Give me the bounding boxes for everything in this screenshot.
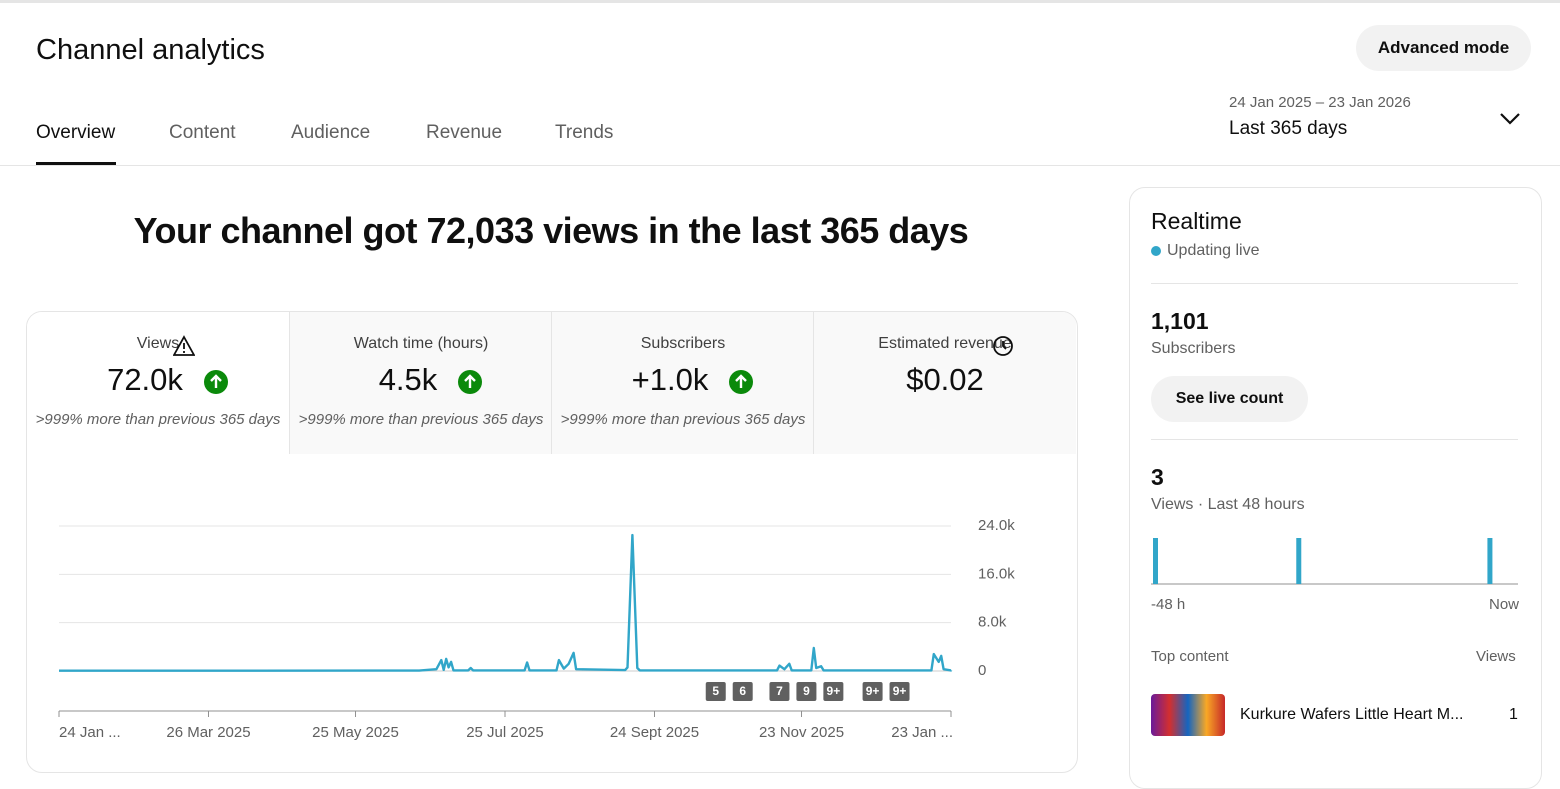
see-live-count-button[interactable]: See live count	[1151, 376, 1308, 422]
content-title[interactable]: Kurkure Wafers Little Heart M...	[1240, 706, 1464, 723]
top-border	[0, 0, 1560, 3]
up-icon	[729, 370, 753, 394]
annotation-label: 7	[776, 684, 783, 698]
top-content-label: Top content	[1151, 648, 1229, 665]
metric-card[interactable]: Watch time (hours) 4.5k >999% more than pr…	[289, 312, 552, 454]
metric-label: Estimated revenue	[878, 335, 1012, 352]
metric-note: >999% more than previous 365 days	[560, 411, 806, 428]
annotation-label: 9+	[827, 684, 841, 698]
tab[interactable]: Content	[169, 122, 236, 143]
x-tick-label: 25 Jul 2025	[466, 724, 544, 741]
x-tick-label: 23 Nov 2025	[759, 724, 844, 741]
annotation-marker	[705, 682, 726, 701]
realtime-title: Realtime	[1151, 208, 1242, 234]
metric-value: 4.5k	[378, 362, 438, 397]
clock-icon	[993, 336, 1013, 356]
end-label: Now	[1489, 596, 1519, 613]
annotation-label: 9+	[866, 684, 880, 698]
tab[interactable]: Overview	[36, 122, 116, 143]
realtime-bar	[1153, 538, 1158, 584]
realtime-chart: -48 h Now	[1151, 538, 1519, 613]
metric-value: 72.0k	[107, 362, 183, 397]
advanced-mode-button[interactable]: Advanced mode	[1356, 25, 1531, 71]
views-line	[58, 533, 953, 672]
chart: 0 8.0k 16.0k 24.0k 24 Jan ... 26 Mar 2025 25 M…	[58, 517, 1015, 741]
metric-note: >999% more than previous 365 days	[298, 411, 544, 428]
warn-icon	[173, 335, 195, 356]
metric-label: Subscribers	[640, 335, 726, 352]
y-tick-label: 8.0k	[978, 614, 1007, 631]
annotation-label: 9+	[893, 684, 907, 698]
annotation-marker	[732, 682, 753, 701]
annotation-label: 6	[739, 684, 746, 698]
views-label: Views · Last 48 hours	[1151, 496, 1305, 513]
annotation-label: 9	[803, 684, 810, 698]
metric-label: Views	[136, 335, 180, 352]
annotation-label: 5	[712, 684, 719, 698]
chart-card: Views 72.0k >999% more than previous 365 d…	[26, 311, 1078, 773]
divider	[1151, 439, 1518, 440]
views-count: 3	[1151, 464, 1164, 490]
up-icon	[458, 370, 482, 394]
content-views: 1	[1509, 706, 1518, 723]
x-tick-label: 23 Jan ...	[891, 724, 953, 741]
divider	[0, 165, 1560, 166]
tab-indicator	[36, 162, 116, 165]
annotation-marker	[823, 682, 844, 701]
subscriber-count: 1,101	[1151, 308, 1209, 334]
period[interactable]: Last 365 days	[1229, 118, 1348, 139]
metric-card[interactable]: Views 72.0k >999% more than previous 365 d…	[27, 312, 289, 454]
x-tick-label: 26 Mar 2025	[166, 724, 250, 741]
annotation-marker	[796, 682, 817, 701]
top-views-label: Views	[1476, 648, 1516, 665]
divider	[1151, 283, 1518, 284]
metric-card[interactable]: Estimated revenue $0.02	[813, 312, 1076, 454]
start-label: -48 h	[1151, 596, 1185, 613]
metric-label: Watch time (hours)	[353, 335, 489, 352]
realtime-bar	[1487, 538, 1493, 584]
x-tick-label: 25 May 2025	[312, 724, 399, 741]
page-title: Channel analytics	[36, 34, 265, 66]
tab[interactable]: Audience	[291, 122, 371, 143]
metric-value: +1.0k	[631, 362, 709, 397]
metric-value: $0.02	[906, 362, 984, 397]
thumbnail[interactable]	[1151, 694, 1225, 736]
y-tick-label: 0	[978, 662, 986, 679]
y-tick-label: 16.0k	[978, 565, 1015, 582]
metric-card[interactable]: Subscribers +1.0k >999% more than previous…	[551, 312, 814, 454]
dropdown-icon[interactable]	[1498, 110, 1522, 128]
annotation-marker	[889, 682, 910, 701]
subscriber-label: Subscribers	[1151, 340, 1236, 357]
x-tick-label: 24 Sept 2025	[610, 724, 699, 741]
x-tick-label: 24 Jan ...	[59, 724, 121, 741]
y-tick-label: 24.0k	[978, 517, 1015, 534]
annotation-marker	[769, 682, 790, 701]
annotation-marker	[862, 682, 883, 701]
tab[interactable]: Revenue	[426, 122, 503, 143]
headline: Your channel got 72,033 views in the las…	[133, 210, 969, 251]
realtime-bar	[1296, 538, 1302, 584]
live-dot	[1151, 246, 1161, 256]
up-icon	[204, 370, 228, 394]
date-range: 24 Jan 2025 – 23 Jan 2026	[1229, 94, 1411, 111]
metric-note: >999% more than previous 365 days	[35, 411, 281, 428]
tab[interactable]: Trends	[555, 122, 614, 143]
live-status: Updating live	[1167, 242, 1260, 259]
